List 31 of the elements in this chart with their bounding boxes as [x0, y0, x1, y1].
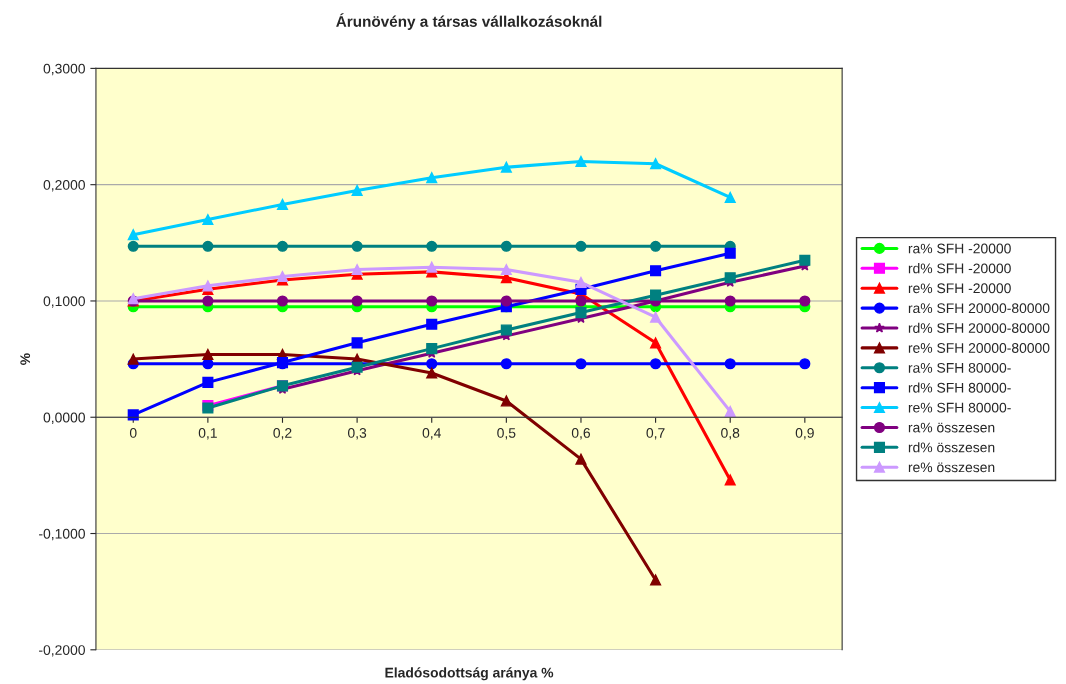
x-axis-title: Eladósodottság aránya %: [385, 667, 554, 681]
y-axis-title: %: [20, 353, 31, 365]
x-tick-label: 0,1: [198, 428, 217, 440]
legend-label: rd% SFH -20000: [908, 263, 1011, 274]
legend-label: re% SFH -20000: [908, 283, 1011, 294]
x-tick-label: 0,8: [721, 428, 740, 440]
x-tick-label: 0,5: [497, 428, 516, 440]
legend-label: rd% SFH 20000-80000: [908, 322, 1050, 333]
y-tick-label: -0,2000: [39, 645, 85, 657]
legend-label: rd% SFH 80000-: [908, 382, 1011, 393]
legend-label: ra% SFH 20000-80000: [908, 303, 1050, 314]
y-tick-label: 0,3000: [43, 63, 85, 76]
legend-label: ra% SFH -20000: [908, 243, 1011, 254]
legend-label: rd% összesen: [908, 442, 995, 453]
x-tick-label: 0,2: [273, 428, 292, 440]
x-tick-label: 0,7: [646, 428, 665, 440]
legend-label: ra% SFH 80000-: [908, 362, 1011, 373]
x-tick-label: 0: [129, 428, 137, 438]
y-tick-label: 0,0000: [43, 412, 85, 425]
y-tick-label: 0,1000: [43, 296, 85, 308]
x-tick-label: 0,6: [571, 428, 591, 440]
chart-title: Árunövény a társas vállalkozásoknál: [336, 13, 602, 30]
legend-label: re% SFH 80000-: [908, 402, 1011, 413]
x-tick-label: 0,9: [795, 428, 814, 440]
y-tick-label: -0,1000: [39, 528, 85, 541]
x-tick-label: 0,4: [422, 428, 441, 440]
legend-label: re% SFH 20000-80000: [908, 343, 1050, 353]
legend-label: ra% összesen: [908, 422, 995, 433]
legend-label: re% összesen: [908, 462, 995, 473]
y-tick-label: 0,2000: [43, 180, 85, 192]
x-tick-label: 0,3: [348, 428, 367, 440]
